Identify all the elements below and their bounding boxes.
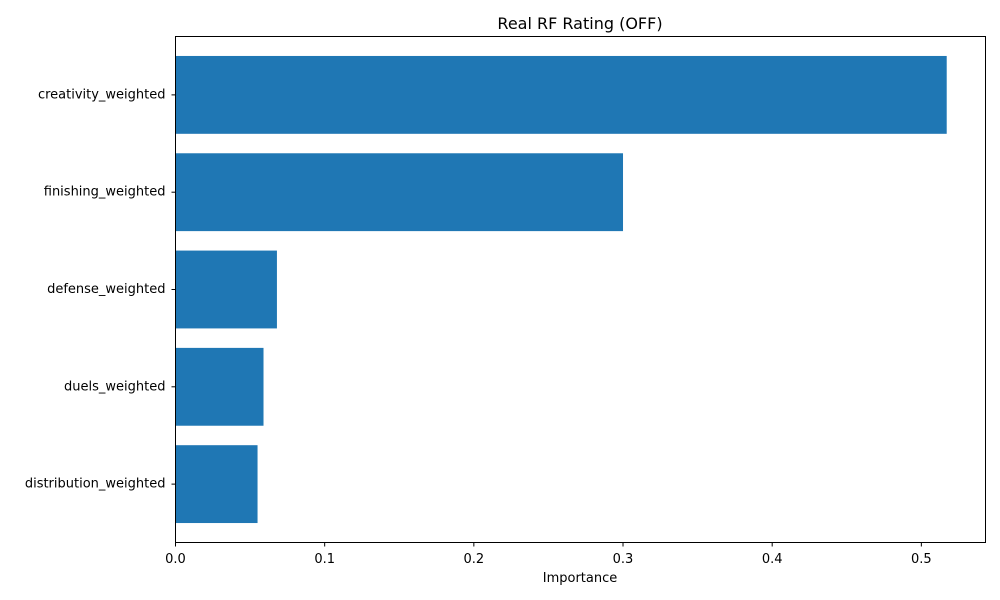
bar-creativity-weighted <box>175 55 947 134</box>
bars-layer <box>175 55 947 524</box>
chart-title: Real RF Rating (OFF) <box>497 14 662 33</box>
y-tick-label: duels_weighted <box>64 379 165 394</box>
x-tick-label: 0.4 <box>762 552 783 567</box>
x-tick-label: 0.2 <box>463 552 484 567</box>
x-tick-label: 0.3 <box>613 552 634 567</box>
x-axis-ticks: 0.0 0.1 0.2 0.3 0.4 0.5 <box>165 542 932 567</box>
bar-finishing-weighted <box>175 153 624 232</box>
x-tick-label: 0.1 <box>314 552 335 567</box>
x-tick-label: 0.5 <box>911 552 932 567</box>
plot-frame <box>175 36 986 543</box>
bar-distribution-weighted <box>175 445 258 524</box>
x-axis-label: Importance <box>543 571 618 586</box>
bar-duels-weighted <box>175 347 264 426</box>
y-axis-ticks: creativity_weighted finishing_weighteddef… <box>25 87 176 492</box>
bar-defense-weighted <box>175 250 277 329</box>
y-tick-label: distribution_weighted <box>25 477 166 492</box>
x-tick-label: 0.0 <box>165 552 186 567</box>
y-tick-label: finishing_weighted <box>44 185 166 200</box>
y-tick-label: defense_weighted <box>47 282 165 297</box>
y-tick-label: creativity_weighted <box>38 87 166 102</box>
